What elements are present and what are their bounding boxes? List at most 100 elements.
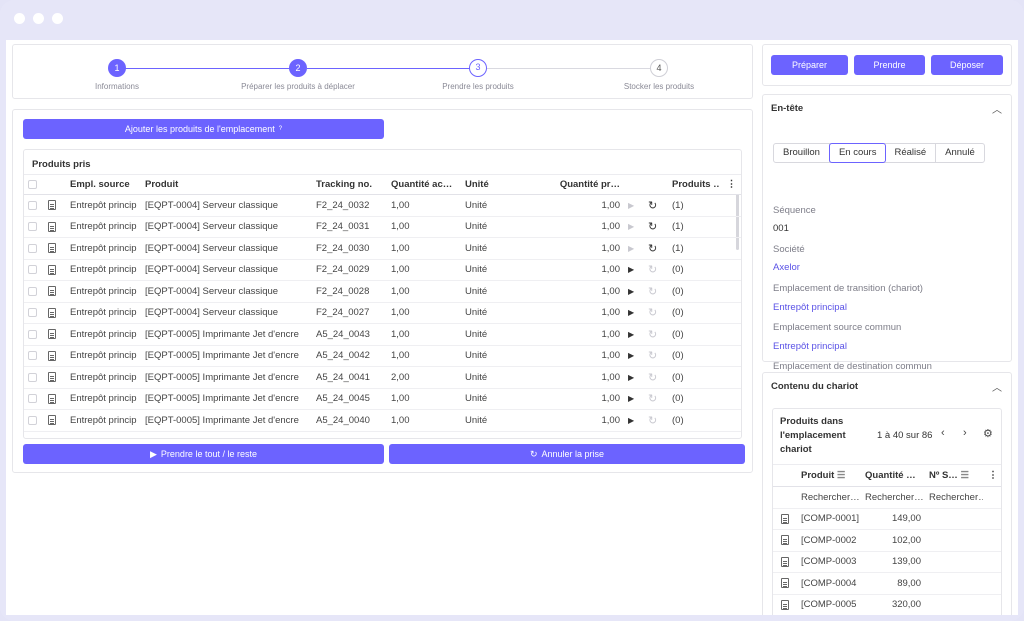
next-page-icon[interactable]: › — [963, 427, 967, 439]
column-menu-icon[interactable]: ⋮ — [983, 464, 1001, 487]
column-header[interactable]: Produit ☰ — [797, 464, 861, 487]
document-icon[interactable] — [781, 578, 789, 589]
step-prepare[interactable]: 2 Préparer les produits à déplacer — [238, 59, 358, 91]
take-play-icon[interactable]: ▶ — [628, 200, 635, 210]
prepare-button[interactable]: Préparer — [771, 55, 848, 75]
take-play-icon[interactable]: ▶ — [628, 415, 635, 425]
table-row[interactable]: Entrepôt princip [EQPT-0004] Serveur cla… — [24, 302, 741, 324]
row-checkbox[interactable] — [28, 415, 37, 425]
row-checkbox[interactable] — [28, 243, 37, 253]
row-checkbox[interactable] — [28, 329, 37, 339]
column-header[interactable]: Quantité … — [861, 464, 925, 487]
document-icon[interactable] — [48, 221, 56, 232]
take-play-icon[interactable]: ▶ — [628, 222, 635, 232]
window-dot[interactable] — [33, 13, 44, 24]
status-draft[interactable]: Brouillon — [774, 144, 830, 162]
take-all-button[interactable]: ▶ Prendre le tout / le reste — [23, 444, 384, 464]
step-informations[interactable]: 1 Informations — [57, 59, 177, 91]
settings-gear-icon[interactable]: ⚙ — [983, 428, 993, 440]
quantity-search-input[interactable]: Rechercher… — [861, 486, 925, 509]
take-play-icon[interactable]: ▶ — [628, 351, 635, 361]
document-icon[interactable] — [48, 329, 56, 340]
document-icon[interactable] — [48, 415, 56, 426]
document-icon[interactable] — [781, 513, 789, 524]
add-location-products-button[interactable]: Ajouter les produits de l'emplacement? — [23, 119, 384, 139]
table-row[interactable]: Entrepôt princip [EQPT-0005] Imprimante … — [24, 388, 741, 410]
window-dot[interactable] — [14, 13, 25, 24]
status-cancelled[interactable]: Annulé — [945, 147, 975, 158]
table-row[interactable]: Entrepôt princip [EQPT-0005] Imprimante … — [24, 366, 741, 389]
document-icon[interactable] — [781, 556, 789, 567]
collapse-chevron-icon[interactable]: ︿ — [992, 383, 1002, 394]
column-menu-icon[interactable]: ⋮ — [720, 174, 741, 195]
table-row[interactable]: [COMP-0004 89,00 — [773, 572, 1001, 595]
undo-icon[interactable]: ↻ — [648, 414, 658, 427]
table-row[interactable]: Entrepôt princip [EQPT-0004] Serveur cla… — [24, 259, 741, 281]
table-row[interactable]: Entrepôt princip [EQPT-0004] Serveur cla… — [24, 280, 741, 303]
document-icon[interactable] — [48, 393, 56, 404]
row-checkbox[interactable] — [28, 265, 37, 275]
undo-icon[interactable]: ↻ — [648, 285, 658, 298]
transit-location-link[interactable]: Entrepôt principal — [773, 302, 847, 313]
previous-page-icon[interactable]: ‹ — [941, 427, 945, 439]
document-icon[interactable] — [48, 243, 56, 254]
column-header[interactable]: Tracking no. — [312, 174, 387, 195]
take-play-icon[interactable]: ▶ — [628, 265, 635, 275]
document-icon[interactable] — [48, 350, 56, 361]
undo-icon[interactable]: ↻ — [648, 264, 658, 277]
drop-button[interactable]: Déposer — [931, 55, 1003, 75]
table-row[interactable]: Entrepôt princip [EQPT-0004] Serveur cla… — [24, 216, 741, 238]
select-all-checkbox[interactable] — [28, 179, 37, 189]
cancel-take-button[interactable]: ↻ Annuler la prise — [389, 444, 745, 464]
column-header[interactable]: Quantité pr… — [521, 174, 624, 195]
document-icon[interactable] — [48, 200, 56, 211]
row-checkbox[interactable] — [28, 394, 37, 404]
company-link[interactable]: Axelor — [773, 262, 800, 273]
table-row[interactable]: Entrepôt princip [EQPT-0004] Serveur cla… — [24, 237, 741, 260]
row-checkbox[interactable] — [28, 222, 37, 232]
table-row[interactable]: [COMP-0002 102,00 — [773, 529, 1001, 552]
step-store[interactable]: 4 Stocker les produits — [599, 59, 719, 91]
undo-icon[interactable]: ↻ — [648, 328, 658, 341]
column-header[interactable]: Produits … — [668, 174, 720, 195]
product-search-input[interactable]: Rechercher… — [797, 486, 861, 509]
undo-icon[interactable]: ↻ — [648, 350, 658, 363]
row-checkbox[interactable] — [28, 308, 37, 318]
undo-icon[interactable]: ↻ — [648, 393, 658, 406]
take-play-icon[interactable]: ▶ — [628, 394, 635, 404]
take-play-icon[interactable]: ▶ — [628, 329, 635, 339]
column-header[interactable]: Unité — [461, 174, 521, 195]
undo-icon[interactable]: ↻ — [648, 221, 658, 234]
take-button[interactable]: Prendre — [854, 55, 925, 75]
status-in-progress[interactable]: En cours — [828, 143, 887, 163]
column-header[interactable]: Quantité ac… — [387, 174, 461, 195]
document-icon[interactable] — [48, 307, 56, 318]
undo-icon[interactable]: ↻ — [648, 199, 658, 212]
table-row[interactable]: Entrepôt princip [EQPT-0005] Imprimante … — [24, 409, 741, 432]
column-header[interactable]: Produit — [141, 174, 312, 195]
row-checkbox[interactable] — [28, 372, 37, 382]
undo-icon[interactable]: ↻ — [648, 371, 658, 384]
take-play-icon[interactable]: ▶ — [628, 308, 635, 318]
table-row[interactable]: [COMP-0003 139,00 — [773, 551, 1001, 573]
table-row[interactable]: [COMP-0005 320,00 — [773, 594, 1001, 615]
window-dot[interactable] — [52, 13, 63, 24]
serial-search-input[interactable]: Rechercher… — [925, 486, 983, 509]
row-checkbox[interactable] — [28, 286, 37, 296]
collapse-chevron-icon[interactable]: ︿ — [992, 105, 1002, 116]
column-header[interactable]: Empl. source — [66, 174, 141, 195]
table-row[interactable]: [COMP-0001] 149,00 — [773, 508, 1001, 530]
source-location-link[interactable]: Entrepôt principal — [773, 341, 847, 352]
take-play-icon[interactable]: ▶ — [628, 372, 635, 382]
document-icon[interactable] — [48, 372, 56, 383]
take-play-icon[interactable]: ▶ — [628, 286, 635, 296]
column-header[interactable]: Nº S… ☰ — [925, 464, 983, 487]
step-take[interactable]: 3 Prendre les produits — [418, 59, 538, 91]
table-row[interactable]: Entrepôt princip [EQPT-0005] Imprimante … — [24, 323, 741, 346]
document-icon[interactable] — [781, 599, 789, 610]
take-play-icon[interactable]: ▶ — [628, 243, 635, 253]
status-done[interactable]: Réalisé — [885, 144, 937, 162]
row-checkbox[interactable] — [28, 351, 37, 361]
row-checkbox[interactable] — [28, 200, 37, 210]
document-icon[interactable] — [781, 535, 789, 546]
